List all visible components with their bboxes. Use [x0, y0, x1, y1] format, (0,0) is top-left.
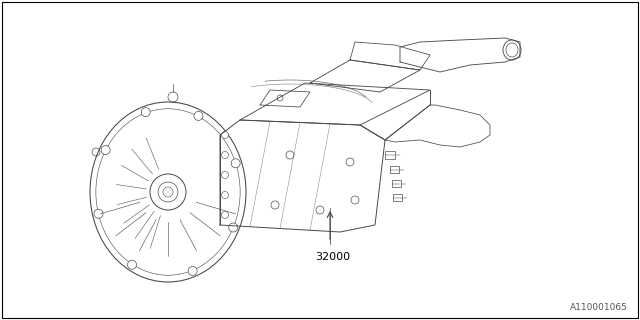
Circle shape: [101, 146, 110, 155]
Circle shape: [228, 223, 237, 232]
Circle shape: [286, 151, 294, 159]
Circle shape: [346, 158, 354, 166]
Text: A110001065: A110001065: [570, 303, 628, 312]
Circle shape: [277, 95, 283, 101]
Circle shape: [231, 159, 240, 168]
Circle shape: [221, 212, 228, 219]
Circle shape: [351, 196, 359, 204]
Circle shape: [127, 260, 136, 269]
Circle shape: [221, 191, 228, 198]
Bar: [392, 180, 401, 187]
Circle shape: [221, 132, 228, 139]
Circle shape: [221, 172, 228, 179]
Circle shape: [194, 111, 203, 120]
Circle shape: [271, 201, 279, 209]
Circle shape: [141, 108, 150, 116]
Text: 32000: 32000: [315, 252, 350, 262]
Circle shape: [94, 209, 103, 218]
Circle shape: [316, 206, 324, 214]
Circle shape: [221, 151, 228, 158]
Circle shape: [188, 267, 197, 276]
Bar: [393, 194, 402, 201]
Bar: [390, 166, 399, 173]
Bar: [385, 151, 395, 159]
